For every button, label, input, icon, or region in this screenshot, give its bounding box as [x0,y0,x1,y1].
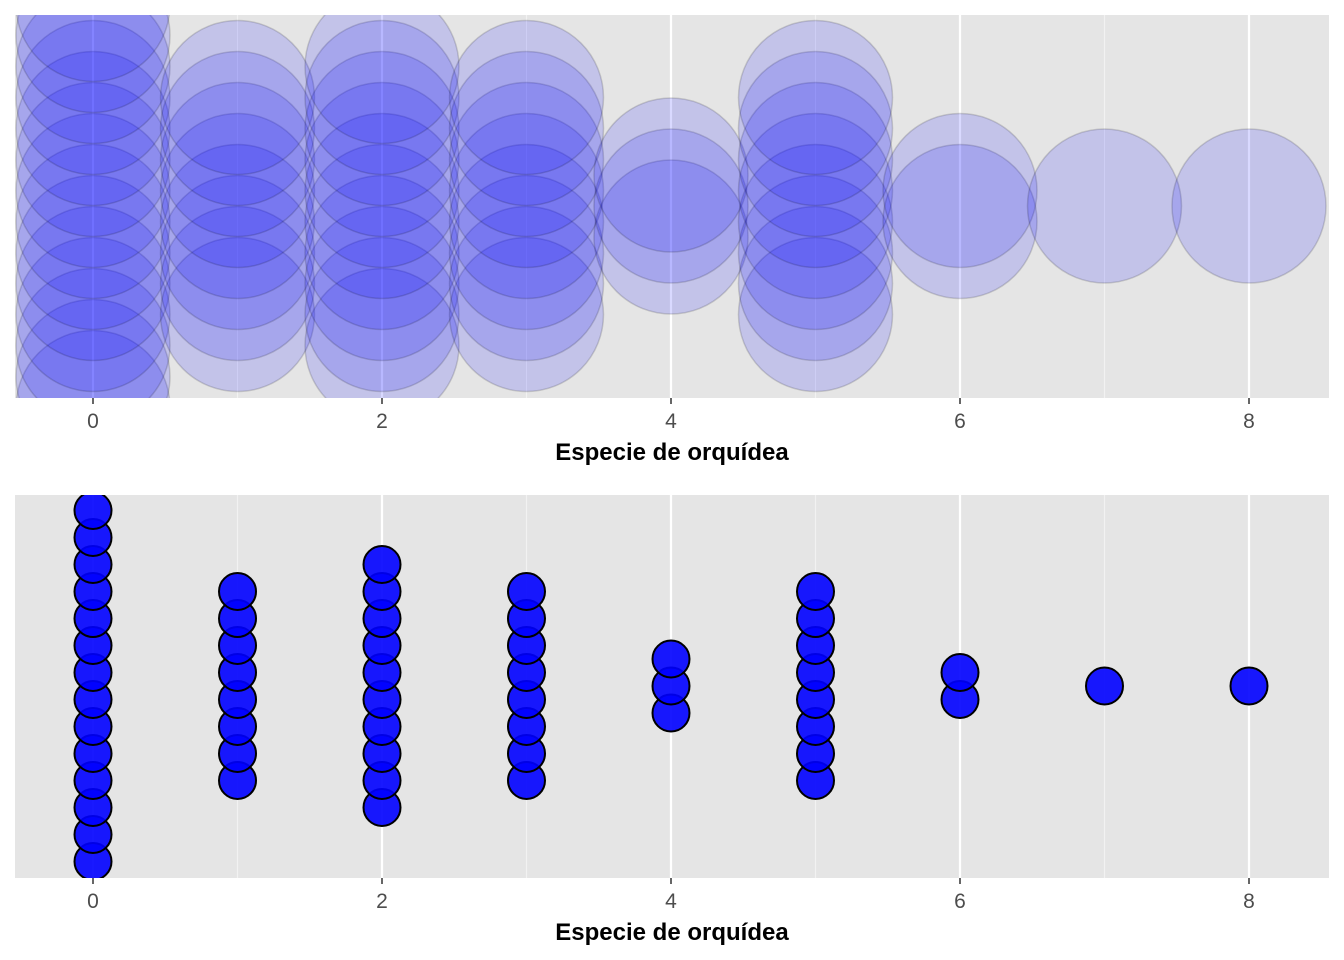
x-tick-label-8: 8 [1243,410,1255,433]
dot-x2-9 [304,19,460,176]
dot-x1-7 [159,50,316,207]
dot-x3-6 [448,81,605,238]
dot-x7-1 [1085,666,1124,706]
dot-x0-1 [15,329,171,398]
dot-x3-3 [448,174,605,331]
dot-x4-2 [593,128,749,284]
dot-x3-8 [507,572,546,611]
dot-x2-6 [304,112,460,269]
dot-x2-4 [304,174,460,331]
dot-x2-8 [304,50,460,207]
dot-x0-7 [15,143,171,300]
x-axis-title: Especie de orquídea [555,919,789,946]
dot-x1-1 [159,236,316,393]
dot-x6-2 [882,112,1038,269]
dot-x5-2 [737,205,894,362]
dot-x2-10 [304,15,460,145]
dot-x0-3 [15,267,171,398]
dot-x0-4 [15,236,171,393]
dot-x3-2 [448,205,605,362]
dot-x5-3 [737,174,894,331]
dot-x5-4 [737,143,894,300]
dots-group [73,495,1269,878]
dot-x1-3 [159,174,316,331]
x-tick-label-0: 0 [87,410,99,433]
dot-x4-1 [593,159,749,315]
dot-x0-12 [15,15,171,145]
dot-x6-2 [940,653,980,692]
dot-x2-1 [304,267,460,398]
dot-x7-1 [1026,128,1183,284]
dot-x0-9 [15,81,171,238]
dot-x5-6 [737,81,894,238]
x-tick-label-2: 2 [376,410,388,433]
x-tick-label-8: 8 [1243,890,1255,913]
dot-x8-1 [1171,128,1327,284]
dot-x2-7 [304,81,460,238]
dot-x0-13 [15,15,171,114]
dot-x0-6 [15,174,171,331]
x-tick-label-4: 4 [665,890,677,913]
x-tick-label-0: 0 [87,890,99,913]
dot-x5-5 [737,112,894,269]
dots-group [15,15,1327,398]
dot-x5-1 [737,236,894,393]
dot-x4-3 [651,639,691,679]
dot-x1-2 [159,205,316,362]
dot-x0-10 [15,50,171,207]
dotplot-chart-top: 0 2 4 6 8 Especie de orquídea [15,15,1329,466]
dot-x4-3 [593,97,749,253]
dot-x5-8 [796,572,835,611]
dot-x3-4 [448,143,605,300]
dot-x5-8 [737,19,894,176]
dot-x3-1 [448,236,605,393]
dot-x1-6 [159,81,316,238]
dot-x1-4 [159,143,316,300]
dot-x8-1 [1229,666,1269,706]
dot-x0-2 [15,298,171,398]
dot-x6-1 [882,143,1038,300]
dotplot-chart-bottom: 0 2 4 6 8 Especie de orquídea [15,495,1329,946]
dot-x2-5 [304,143,460,300]
x-tick-label-4: 4 [665,410,677,433]
dot-x2-10 [362,545,402,584]
dot-x1-8 [159,19,316,176]
dot-x0-14 [73,495,113,530]
dot-x2-3 [304,205,460,362]
dot-x2-2 [304,236,460,393]
x-tick-label-6: 6 [954,410,966,433]
dot-x1-8 [218,572,257,611]
dot-x3-5 [448,112,605,269]
x-tick-label-2: 2 [376,890,388,913]
dot-x0-11 [15,19,171,176]
dot-x0-14 [15,15,171,83]
dot-x1-5 [159,112,316,269]
dot-x3-7 [448,50,605,207]
dot-x0-5 [15,205,171,362]
dot-x5-7 [737,50,894,207]
dot-x3-8 [448,19,605,176]
x-axis-title: Especie de orquídea [555,439,789,466]
dot-x0-8 [15,112,171,269]
x-tick-label-6: 6 [954,890,966,913]
